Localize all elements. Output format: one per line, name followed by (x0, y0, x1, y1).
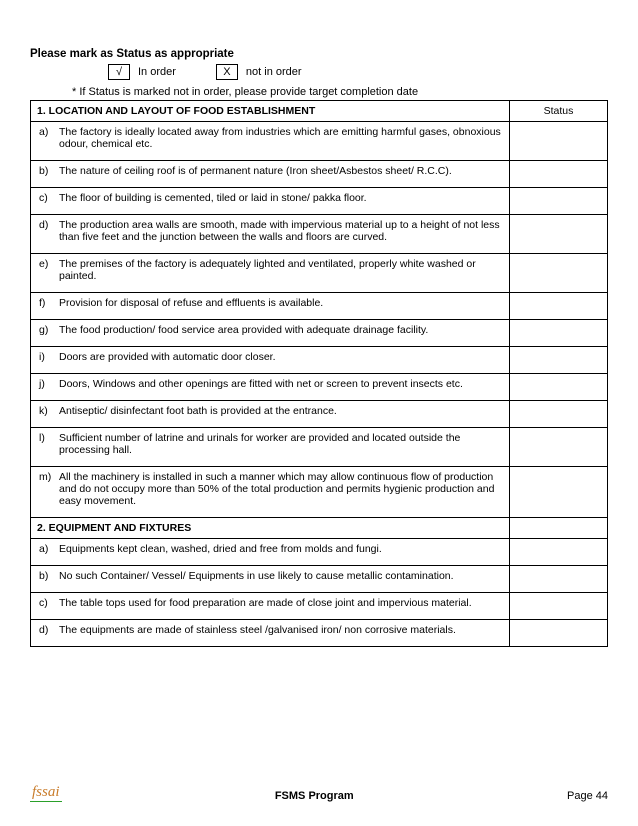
status-cell[interactable] (509, 188, 607, 215)
status-cell[interactable] (509, 401, 607, 428)
checklist-item: c) The table tops used for food preparati… (31, 593, 510, 620)
page-number: Page 44 (567, 790, 608, 802)
item-marker: g) (39, 324, 48, 336)
status-cell[interactable] (509, 620, 607, 647)
status-cell[interactable] (509, 467, 607, 518)
checklist-item: f) Provision for disposal of refuse and e… (31, 293, 510, 320)
item-text: The premises of the factory is adequatel… (59, 258, 476, 282)
checklist-item: e) The premises of the factory is adequat… (31, 254, 510, 293)
status-column-header (509, 518, 607, 539)
item-marker: c) (39, 192, 48, 204)
item-marker: i) (39, 351, 45, 363)
checklist-item: b) No such Container/ Vessel/ Equipments … (31, 566, 510, 593)
fssai-logo: fssai (30, 784, 62, 802)
item-text: Doors are provided with automatic door c… (59, 351, 276, 363)
item-text: The floor of building is cemented, tiled… (59, 192, 367, 204)
item-marker: k) (39, 405, 48, 417)
program-name: FSMS Program (275, 790, 354, 802)
checklist-item: c) The floor of building is cemented, til… (31, 188, 510, 215)
status-cell[interactable] (509, 161, 607, 188)
item-marker: f) (39, 297, 45, 309)
page-footer: fssai FSMS Program Page 44 (30, 784, 608, 802)
item-marker: a) (39, 543, 48, 555)
item-marker: a) (39, 126, 48, 138)
checklist-item: m) All the machinery is installed in such… (31, 467, 510, 518)
item-text: Provision for disposal of refuse and eff… (59, 297, 323, 309)
item-text: The factory is ideally located away from… (59, 126, 501, 150)
checklist-item: a) Equipments kept clean, washed, dried a… (31, 539, 510, 566)
item-text: The table tops used for food preparation… (59, 597, 472, 609)
checklist-item: g) The food production/ food service area… (31, 320, 510, 347)
checklist-table: 1. LOCATION AND LAYOUT OF FOOD ESTABLISH… (30, 100, 608, 647)
not-in-order-checkbox[interactable]: X (216, 64, 238, 80)
status-cell[interactable] (509, 254, 607, 293)
checklist-item: d) The equipments are made of stainless s… (31, 620, 510, 647)
status-cell[interactable] (509, 320, 607, 347)
item-marker: l) (39, 432, 45, 444)
checklist-item: k) Antiseptic/ disinfectant foot bath is … (31, 401, 510, 428)
checklist-item: b) The nature of ceiling roof is of perma… (31, 161, 510, 188)
status-cell[interactable] (509, 347, 607, 374)
status-column-header: Status (509, 101, 607, 122)
item-text: The equipments are made of stainless ste… (59, 624, 456, 636)
checklist-item: i) Doors are provided with automatic door… (31, 347, 510, 374)
in-order-label: In order (138, 66, 176, 78)
checklist-item: j) Doors, Windows and other openings are … (31, 374, 510, 401)
item-marker: d) (39, 219, 48, 231)
item-text: All the machinery is installed in such a… (59, 471, 494, 507)
item-marker: b) (39, 165, 48, 177)
not-in-order-label: not in order (246, 66, 302, 78)
checklist-item: a) The factory is ideally located away fr… (31, 122, 510, 161)
status-cell[interactable] (509, 215, 607, 254)
item-marker: m) (39, 471, 51, 483)
instruction-text: Please mark as Status as appropriate (30, 48, 608, 60)
item-marker: c) (39, 597, 48, 609)
footnote: * If Status is marked not in order, plea… (72, 86, 608, 98)
item-text: No such Container/ Vessel/ Equipments in… (59, 570, 454, 582)
status-cell[interactable] (509, 428, 607, 467)
status-cell[interactable] (509, 539, 607, 566)
item-marker: j) (39, 378, 45, 390)
section-header: 2. EQUIPMENT AND FIXTURES (31, 518, 510, 539)
item-text: The production area walls are smooth, ma… (59, 219, 500, 243)
legend-row: √ In order X not in order (108, 64, 608, 80)
item-text: Antiseptic/ disinfectant foot bath is pr… (59, 405, 337, 417)
item-text: The nature of ceiling roof is of permane… (59, 165, 452, 177)
item-text: The food production/ food service area p… (59, 324, 428, 336)
status-cell[interactable] (509, 374, 607, 401)
in-order-checkbox[interactable]: √ (108, 64, 130, 80)
status-cell[interactable] (509, 293, 607, 320)
item-text: Doors, Windows and other openings are fi… (59, 378, 463, 390)
checklist-item: l) Sufficient number of latrine and urina… (31, 428, 510, 467)
checklist-item: d) The production area walls are smooth, … (31, 215, 510, 254)
item-text: Equipments kept clean, washed, dried and… (59, 543, 382, 555)
item-marker: d) (39, 624, 48, 636)
status-cell[interactable] (509, 122, 607, 161)
item-marker: e) (39, 258, 48, 270)
section-header: 1. LOCATION AND LAYOUT OF FOOD ESTABLISH… (31, 101, 510, 122)
status-cell[interactable] (509, 566, 607, 593)
item-marker: b) (39, 570, 48, 582)
item-text: Sufficient number of latrine and urinals… (59, 432, 460, 456)
status-cell[interactable] (509, 593, 607, 620)
